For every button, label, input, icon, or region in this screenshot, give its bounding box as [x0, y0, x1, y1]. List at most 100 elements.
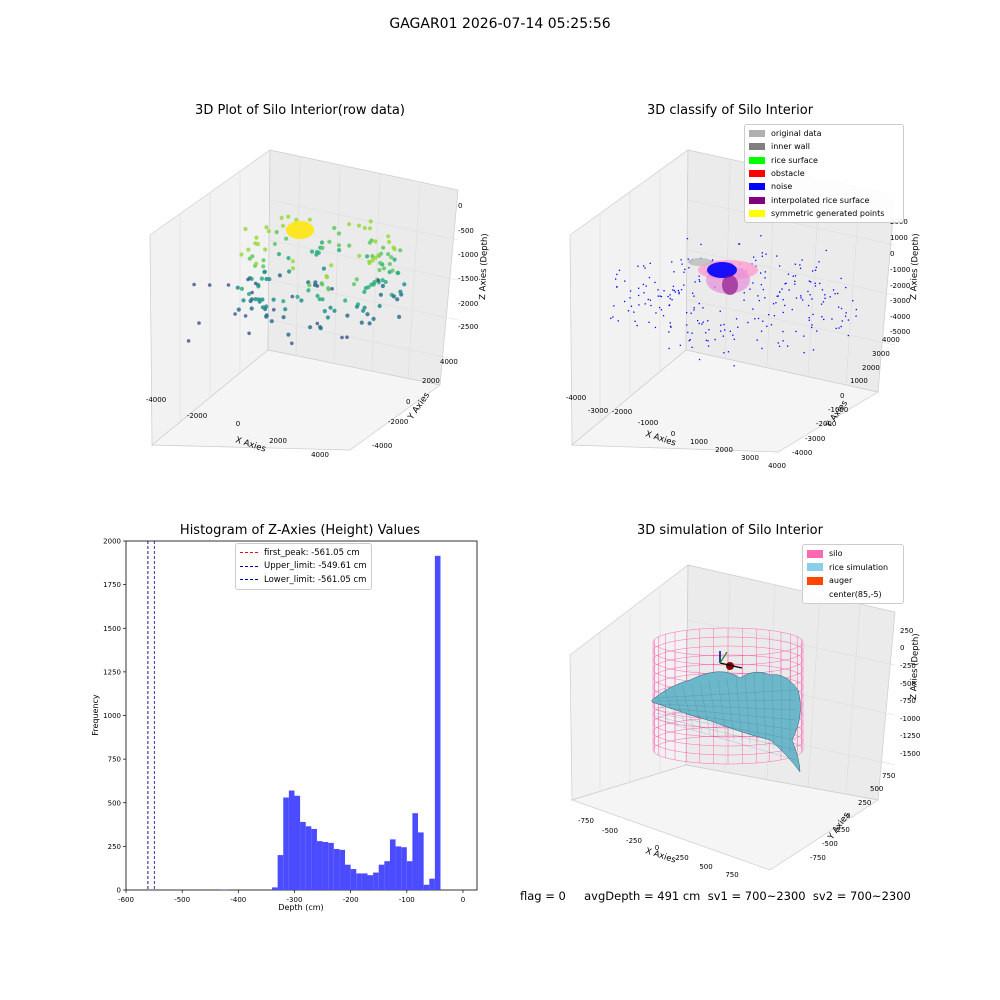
noise-point	[720, 330, 722, 332]
raw-scatter-point	[391, 294, 396, 299]
raw-scatter-point	[387, 270, 392, 275]
simulation-x-tick: -750	[578, 817, 594, 825]
histogram-chart[interactable]: -600 -500 -400 -300 -200 -100 0 0 250 500 750 1000…	[80, 530, 500, 920]
simulation-z-tick: -500	[900, 680, 916, 688]
raw-y-tick: 2000	[422, 377, 440, 385]
simulation-x-tick: 250	[675, 854, 688, 862]
simulation-z-label: Z Axies (Depth)	[909, 633, 921, 700]
raw-scatter-point	[254, 261, 259, 266]
noise-point	[616, 273, 618, 276]
raw-scatter-point	[207, 283, 212, 287]
raw-scatter-point	[319, 281, 324, 286]
classify-y-tick: 2000	[862, 364, 880, 372]
noise-point	[810, 281, 812, 283]
noise-point	[705, 332, 707, 334]
histogram-bar	[272, 887, 278, 890]
noise-point	[821, 316, 823, 318]
histogram-x-ticks: -600 -500 -400 -300 -200 -100 0	[118, 890, 465, 904]
noise-point	[686, 312, 688, 314]
rice-mesh-line	[672, 686, 687, 729]
noise-point	[824, 294, 826, 296]
raw-scatter-point	[272, 241, 277, 247]
raw-axes-box	[149, 149, 459, 451]
noise-point	[688, 267, 690, 269]
noise-point	[689, 339, 691, 341]
noise-point	[669, 325, 672, 327]
noise-point	[758, 299, 760, 302]
raw-scatter-point	[320, 245, 325, 250]
histogram-bar	[434, 555, 441, 890]
raw-scatter-point	[330, 287, 334, 291]
simulation-legend-item: silo	[807, 547, 899, 561]
simulation-3d-plot[interactable]: -750-500-25002505007501000 -750-500-2500…	[560, 550, 940, 880]
simulation-legend: silo rice simulation auger center(85,-5)	[802, 544, 904, 604]
raw-scatter-point	[345, 335, 349, 339]
classify-legend-item: inner wall	[749, 140, 899, 153]
raw-x-tick: 0	[236, 420, 240, 428]
noise-point	[615, 278, 617, 280]
raw-scatter-point	[256, 297, 262, 302]
noise-point	[803, 335, 805, 337]
raw-plot-title: 3D Plot of Silo Interior(row data)	[195, 103, 405, 118]
noise-point	[669, 294, 671, 296]
classify-z-tick: -4000	[890, 313, 910, 321]
raw-scatter-point	[313, 280, 318, 285]
raw-scatter-point	[264, 313, 269, 318]
raw-scatter-point	[315, 293, 320, 298]
classify-y-tick: 0	[840, 392, 844, 400]
noise-point	[768, 314, 770, 316]
noise-point	[766, 325, 768, 327]
noise-point	[643, 265, 645, 267]
noise-point	[654, 326, 657, 329]
raw-scatter-point	[367, 321, 372, 326]
legend-swatch	[749, 183, 765, 191]
raw-scatter-point	[279, 215, 284, 221]
noise-point	[649, 262, 651, 264]
simulation-z-tick: -1500	[900, 750, 920, 758]
noise-point	[787, 345, 789, 347]
noise-point	[825, 249, 827, 252]
noise-point	[832, 289, 835, 291]
noise-point	[644, 303, 646, 305]
raw-scatter-point	[239, 252, 244, 257]
simulation-y-tick: 250	[858, 799, 871, 807]
raw-scatter-point	[386, 234, 391, 239]
raw-scatter-point	[336, 243, 342, 248]
raw-scatter-peak	[286, 221, 314, 239]
raw-scatter-point	[267, 277, 272, 282]
classify-z-tick: 0	[890, 250, 894, 258]
classify-y-ticks: -4000 -3000 -2000 -1000 0 1000 2000 3000 4000	[792, 336, 900, 457]
noise-point	[781, 288, 783, 290]
raw-scatter-point	[290, 259, 295, 264]
raw-scatter-point	[362, 225, 367, 231]
noise-point	[687, 258, 689, 260]
raw-scatter-point	[266, 229, 271, 234]
raw-scatter-point	[332, 308, 337, 313]
noise-point	[660, 309, 663, 311]
raw-scatter-point	[389, 255, 394, 260]
raw-scatter-point	[269, 319, 274, 324]
histogram-x-tick: -400	[230, 896, 246, 904]
raw-scatter-point	[261, 264, 266, 269]
histogram-bar	[423, 884, 430, 890]
histogram-y-tick: 1000	[103, 712, 121, 720]
raw-scatter-point	[314, 250, 320, 255]
raw-scatter-point	[367, 240, 372, 245]
noise-point	[680, 259, 682, 261]
noise-point	[760, 284, 762, 286]
classify-z-tick: -1000	[890, 266, 910, 274]
noise-point	[629, 290, 632, 292]
noise-point	[616, 286, 618, 288]
raw-scatter-point	[287, 269, 292, 274]
simulation-z-tick: -750	[900, 697, 916, 705]
noise-point	[679, 344, 681, 346]
classify-plot-title: 3D classify of Silo Interior	[646, 103, 814, 118]
raw-scatter-point	[395, 297, 400, 302]
noise-point	[701, 323, 703, 325]
histogram-bar	[418, 832, 424, 890]
simulation-y-tick: -750	[810, 854, 826, 862]
noise-point	[643, 292, 645, 294]
classify-x-tick: -4000	[566, 394, 586, 402]
raw-scatter-point	[377, 303, 382, 309]
